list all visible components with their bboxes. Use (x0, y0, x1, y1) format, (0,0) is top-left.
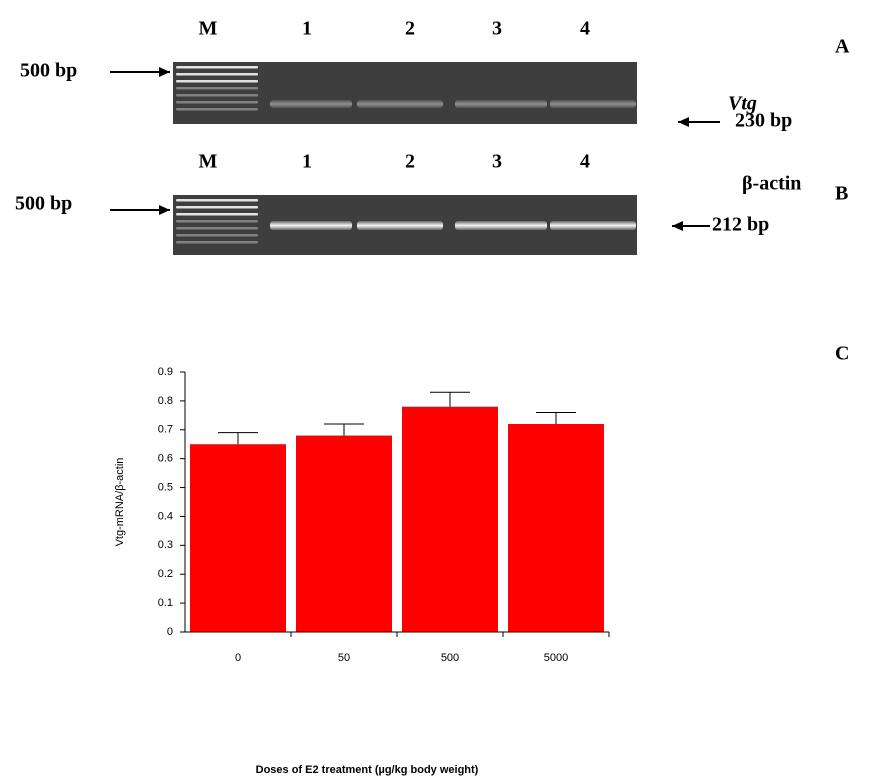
y-tick-label: 0.1 (158, 597, 173, 609)
ladder-band (176, 108, 258, 111)
ladder-band (176, 199, 258, 202)
panel-label: B (835, 183, 848, 205)
ladder-band (176, 241, 258, 244)
dna-band (270, 100, 352, 108)
gene-label: β-actin (742, 173, 801, 195)
figure: M1234500 bpAVtg230 bpM1234500 bpBβ-actin… (0, 0, 873, 784)
arrow-head (678, 117, 689, 127)
panel-label: C (835, 343, 849, 365)
error-bar (324, 424, 364, 436)
arrow-head (159, 67, 170, 77)
y-tick-label: 0.5 (158, 481, 173, 493)
x-tick-label: 5000 (544, 652, 568, 664)
ladder-band (176, 66, 258, 69)
lane-label: 2 (405, 18, 415, 40)
ladder-band (176, 87, 258, 90)
gel-image (173, 62, 637, 124)
error-bar (536, 412, 576, 424)
ladder-band (176, 206, 258, 209)
dna-band (550, 221, 636, 230)
ladder-band (176, 234, 258, 237)
ladder-band (176, 94, 258, 97)
lane-label: 3 (492, 151, 502, 173)
bar (296, 436, 392, 632)
dna-band (357, 221, 443, 230)
bar (190, 444, 286, 632)
bar (508, 424, 604, 632)
lane-label: M (199, 151, 218, 173)
bar-chart: C 0 0.1 0.2 0.3 0.4 0.5 0.6 0.7 0.8 0.9 0 50 500 5000 V… (114, 343, 850, 776)
arrow-head (672, 221, 683, 231)
x-axis-label: Doses of E2 treatment (µg/kg body weight… (256, 764, 479, 776)
dna-band (455, 100, 547, 108)
marker-label: 500 bp (20, 60, 77, 82)
lane-label: 3 (492, 18, 502, 40)
arrow-head (159, 205, 170, 215)
y-tick-label: 0 (167, 626, 173, 638)
lane-label: 4 (580, 151, 590, 173)
lane-label: 4 (580, 18, 590, 40)
y-axis-label: Vtg-mRNA/β-actin (114, 458, 126, 547)
bar (402, 407, 498, 632)
lane-label: 1 (302, 18, 312, 40)
ladder-band (176, 101, 258, 104)
y-tick-label: 0.9 (158, 366, 173, 378)
lane-label: 2 (405, 151, 415, 173)
x-tick-label: 500 (441, 652, 459, 664)
ladder-band (176, 213, 258, 216)
band-size-label: 212 bp (712, 214, 769, 236)
dna-band (455, 221, 547, 230)
dna-band (550, 100, 636, 108)
error-bar (218, 433, 258, 445)
y-tick-label: 0.4 (158, 510, 173, 522)
error-bar (430, 392, 470, 406)
x-tick-label: 50 (338, 652, 350, 664)
ladder-band (176, 73, 258, 76)
ladder-band (176, 227, 258, 230)
band-size-label: 230 bp (735, 110, 792, 132)
y-tick-label: 0.8 (158, 395, 173, 407)
lane-label: M (199, 18, 218, 40)
x-tick-label: 0 (235, 652, 241, 664)
y-tick-label: 0.3 (158, 539, 173, 551)
lane-label: 1 (302, 151, 312, 173)
dna-band (357, 100, 443, 108)
y-tick-label: 0.7 (158, 424, 173, 436)
ladder-band (176, 80, 258, 83)
dna-band (270, 221, 352, 230)
ladder-band (176, 220, 258, 223)
y-tick-label: 0.2 (158, 568, 173, 580)
panel-label: A (835, 36, 850, 58)
marker-label: 500 bp (15, 193, 72, 215)
y-tick-label: 0.6 (158, 453, 173, 465)
